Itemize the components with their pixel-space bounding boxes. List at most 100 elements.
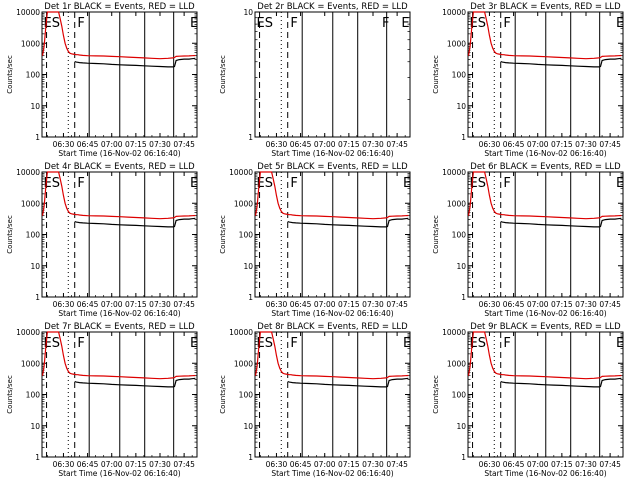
- x-tick-label: 07:00: [314, 460, 336, 469]
- x-tick-label: 07:00: [101, 300, 123, 309]
- x-tick-label: 07:00: [101, 460, 123, 469]
- y-tick-label: 1000: [21, 199, 40, 208]
- lld-series-line: [467, 171, 622, 220]
- x-tick-label: 07:30: [362, 140, 384, 149]
- phase-annotation: ES: [470, 16, 486, 31]
- chart-panel-3: Det 3r BLACK = Events, RED = LLD 1 10 100 10…: [432, 2, 624, 158]
- chart-title: Det 6r BLACK = Events, RED = LLD: [470, 162, 621, 172]
- x-axis-label: Start Time (16-Nov-02 06:16:40): [271, 309, 393, 318]
- x-tick-label: 06:30: [53, 140, 75, 149]
- x-tick-label: 07:00: [527, 140, 549, 149]
- y-tick-label: 100: [26, 71, 41, 80]
- y-tick-label: 100: [452, 391, 467, 400]
- phase-annotation: F: [503, 16, 510, 31]
- phase-annotation: E: [190, 16, 198, 31]
- x-tick-label: 07:15: [125, 460, 147, 469]
- x-tick-label: 07:15: [125, 140, 147, 149]
- x-tick-label: 07:45: [386, 300, 408, 309]
- phase-annotation: F: [382, 16, 389, 31]
- y-tick-label: 10000: [16, 8, 40, 17]
- lld-series-line: [41, 331, 196, 380]
- x-tick-label: 07:15: [551, 460, 573, 469]
- y-tick-label: 1: [248, 453, 253, 462]
- x-tick-label: 06:45: [290, 140, 312, 149]
- lld-series-line: [467, 11, 622, 60]
- x-tick-label: 06:45: [503, 300, 525, 309]
- y-tick-label: 10: [30, 262, 40, 271]
- y-tick-label: 10000: [229, 328, 253, 337]
- y-tick-label: 1000: [234, 199, 253, 208]
- y-tick-label: 10: [456, 102, 466, 111]
- y-tick-label: 100: [239, 231, 254, 240]
- x-tick-label: 07:45: [599, 140, 621, 149]
- x-tick-label: 07:30: [362, 460, 384, 469]
- x-tick-label: 07:45: [386, 460, 408, 469]
- y-tick-label: 1000: [447, 199, 466, 208]
- x-axis-label: Start Time (16-Nov-02 06:16:40): [271, 469, 393, 478]
- x-tick-label: 06:45: [503, 140, 525, 149]
- chart-title: Det 8r BLACK = Events, RED = LLD: [257, 322, 408, 332]
- x-tick-label: 06:45: [290, 300, 312, 309]
- chart-panel-2: Det 2r BLACK = Events, RED = LLD 1 10 Count…: [219, 2, 411, 158]
- phase-annotation: ES: [44, 336, 60, 351]
- x-tick-label: 07:15: [338, 300, 360, 309]
- y-tick-label: 1: [248, 293, 253, 302]
- x-tick-label: 07:30: [149, 460, 171, 469]
- y-tick-label: 1: [461, 293, 466, 302]
- phase-annotation: E: [616, 16, 624, 31]
- x-tick-label: 06:30: [479, 300, 501, 309]
- x-tick-label: 06:45: [77, 460, 99, 469]
- y-tick-label: 10: [243, 262, 253, 271]
- y-tick-label: 10000: [442, 328, 466, 337]
- lld-series-line: [254, 331, 409, 380]
- y-tick-label: 1: [248, 133, 253, 142]
- x-tick-label: 06:30: [479, 460, 501, 469]
- chart-panel-4: Det 4r BLACK = Events, RED = LLD 1 10 100 10…: [6, 162, 198, 318]
- y-axis-label: Counts/sec: [432, 375, 440, 414]
- x-tick-label: 07:45: [599, 460, 621, 469]
- x-tick-label: 06:30: [266, 460, 288, 469]
- phase-annotation: E: [403, 176, 411, 191]
- y-tick-label: 10000: [229, 168, 253, 177]
- y-tick-label: 1000: [447, 359, 466, 368]
- y-tick-label: 10000: [16, 168, 40, 177]
- events-series-line: [500, 217, 622, 228]
- chart-title: Det 5r BLACK = Events, RED = LLD: [257, 162, 408, 172]
- events-series-line: [500, 57, 622, 68]
- y-tick-label: 1: [35, 133, 40, 142]
- lld-series-line: [41, 11, 196, 60]
- x-tick-label: 07:45: [173, 460, 195, 469]
- phase-annotation: ES: [44, 176, 60, 191]
- x-tick-label: 07:00: [101, 140, 123, 149]
- y-axis-label: Counts/sec: [219, 375, 227, 414]
- events-series-line: [500, 377, 622, 388]
- phase-annotation: ES: [257, 336, 273, 351]
- y-axis-label: Counts/sec: [219, 215, 227, 254]
- chart-panel-5: Det 5r BLACK = Events, RED = LLD 1 10 100 10…: [219, 162, 411, 318]
- phase-annotation: F: [77, 336, 84, 351]
- chart-panel-1: Det 1r BLACK = Events, RED = LLD 1 10 100 10…: [6, 2, 198, 158]
- x-tick-label: 07:45: [173, 140, 195, 149]
- y-tick-label: 100: [452, 231, 467, 240]
- y-tick-label: 1000: [21, 359, 40, 368]
- x-tick-label: 07:30: [362, 300, 384, 309]
- y-tick-label: 100: [26, 391, 41, 400]
- chart-title: Det 3r BLACK = Events, RED = LLD: [470, 2, 621, 12]
- phase-annotation: F: [290, 16, 297, 31]
- phase-annotation: E: [403, 336, 411, 351]
- phase-annotation: E: [616, 176, 624, 191]
- y-tick-label: 1: [461, 453, 466, 462]
- x-tick-label: 07:00: [527, 300, 549, 309]
- y-tick-label: 10: [456, 422, 466, 431]
- phase-annotation: F: [290, 336, 297, 351]
- y-tick-label: 10: [243, 8, 253, 17]
- y-axis-label: Counts/sec: [432, 55, 440, 94]
- x-tick-label: 07:15: [338, 140, 360, 149]
- x-tick-label: 07:30: [575, 300, 597, 309]
- x-axis-label: Start Time (16-Nov-02 06:16:40): [484, 469, 606, 478]
- phase-annotation: F: [77, 16, 84, 31]
- y-tick-label: 10: [30, 422, 40, 431]
- events-series-line: [74, 57, 196, 68]
- x-tick-label: 06:30: [479, 140, 501, 149]
